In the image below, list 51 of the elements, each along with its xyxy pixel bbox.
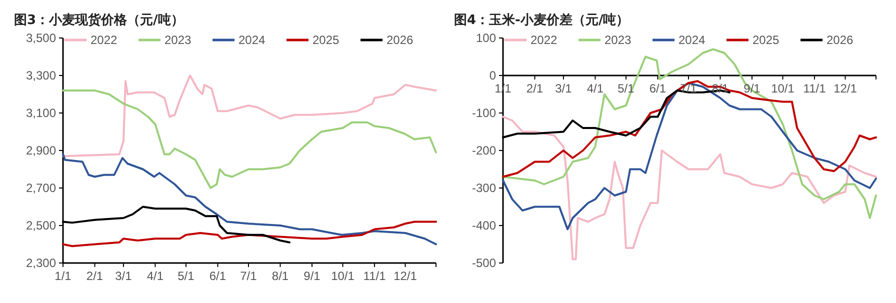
legend-label: 2026 <box>826 33 854 48</box>
y-tick-label: -500 <box>472 256 496 270</box>
x-tick-label: 6/1 <box>649 82 666 96</box>
x-tick-label: 11/1 <box>363 269 386 283</box>
x-tick-label: 12/1 <box>834 82 858 96</box>
line-series <box>62 74 437 158</box>
y-tick-label: 3,500 <box>26 31 56 46</box>
y-tick-label: -400 <box>472 218 496 233</box>
x-tick-label: 5/1 <box>178 269 195 283</box>
x-tick-label: 3/1 <box>115 269 132 283</box>
line-series <box>62 90 437 189</box>
chart-title: 图3：小麦现货价格（元/吨） <box>14 12 184 28</box>
x-tick-label: 11/1 <box>803 82 826 96</box>
x-tick-label: 6/1 <box>209 269 226 283</box>
legend-label: 2024 <box>678 33 706 48</box>
legend-label: 2024 <box>238 33 266 48</box>
x-tick-label: 1/1 <box>54 269 72 283</box>
x-tick-label: 2/1 <box>526 82 544 96</box>
legend-label: 2023 <box>164 33 192 48</box>
y-tick-label: 2,500 <box>26 218 56 233</box>
y-tick-label: 100 <box>476 31 496 46</box>
y-tick-label: 3,100 <box>26 106 56 120</box>
x-tick-label: 4/1 <box>586 82 604 96</box>
x-tick-label: 3/1 <box>555 82 572 96</box>
x-tick-label: 12/1 <box>394 269 418 283</box>
legend-label: 2026 <box>386 33 414 48</box>
line-series <box>62 153 437 246</box>
line-series <box>502 116 877 260</box>
legend-label: 2022 <box>530 33 558 48</box>
y-tick-label: 0 <box>489 68 496 83</box>
legend-label: 2023 <box>604 33 632 48</box>
x-tick-label: 2/1 <box>86 269 104 283</box>
legend-label: 2022 <box>90 33 118 48</box>
y-tick-label: 2,300 <box>26 256 56 270</box>
x-tick-label: 8/1 <box>712 82 729 96</box>
y-tick-label: -300 <box>472 181 496 196</box>
x-tick-label: 10/1 <box>771 82 795 96</box>
y-tick-label: 2,900 <box>26 144 56 158</box>
y-tick-label: -100 <box>472 106 496 120</box>
legend-label: 2025 <box>752 33 780 48</box>
y-tick-label: -200 <box>472 144 496 158</box>
x-tick-label: 8/1 <box>272 269 289 283</box>
x-tick-label: 7/1 <box>240 269 258 283</box>
chart-title: 图4：玉米-小麦价差（元/吨） <box>454 13 630 28</box>
y-tick-label: 2,700 <box>26 181 56 196</box>
legend-label: 2025 <box>312 33 340 48</box>
y-tick-label: 3,300 <box>26 68 56 83</box>
x-tick-label: 10/1 <box>331 269 355 283</box>
x-tick-label: 9/1 <box>304 269 321 283</box>
x-tick-label: 4/1 <box>146 269 164 283</box>
line-series <box>62 220 437 248</box>
